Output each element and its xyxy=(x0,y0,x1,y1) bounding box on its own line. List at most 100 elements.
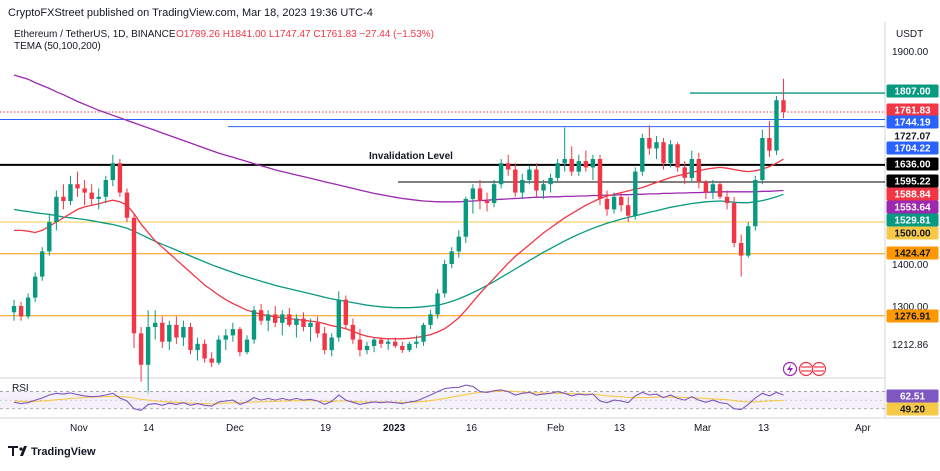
x-tick-19: 19 xyxy=(320,423,332,434)
candle-body xyxy=(343,299,348,325)
candle-body xyxy=(195,343,200,351)
y-tick-1400: 1400.00 xyxy=(892,260,929,271)
candle-body xyxy=(583,161,589,168)
candle-body xyxy=(781,100,786,112)
level-tag-5-text: 1595.22 xyxy=(894,177,931,188)
candle-body xyxy=(668,144,673,164)
level-tag-0-text: 1807.00 xyxy=(894,87,931,98)
candle-body xyxy=(562,159,567,164)
side-tag-3: 1529.81 xyxy=(886,213,939,227)
candle-body xyxy=(541,184,546,191)
level-tag-4-bg xyxy=(886,157,939,171)
candle-body xyxy=(774,100,779,151)
candle-body xyxy=(167,324,172,342)
candle-body xyxy=(181,327,186,338)
side-tag-1-bg xyxy=(886,187,939,201)
rsi-ma-line xyxy=(13,390,784,405)
candle-body xyxy=(710,184,716,193)
candle-body xyxy=(25,297,31,317)
tradingview-logo-text: TradingView xyxy=(31,446,96,458)
candle-body xyxy=(555,163,560,178)
us-flag-icon[interactable] xyxy=(798,361,814,377)
side-tag-1-text: 1588.84 xyxy=(894,190,931,201)
rsi-line xyxy=(13,384,784,412)
side-tag-0-bg xyxy=(886,141,939,155)
candle-body xyxy=(294,318,299,325)
candle-body xyxy=(442,264,447,294)
rsi-value-tag: 62.51 xyxy=(886,389,939,403)
level-tag-1: 1761.83 xyxy=(886,103,939,117)
x-tick-13-feb: 13 xyxy=(614,423,626,434)
candle-body xyxy=(470,188,476,199)
level-tag-6-text: 1500.00 xyxy=(894,229,931,240)
candle-body xyxy=(11,306,17,313)
candle-body xyxy=(619,196,624,206)
side-tag-3-text: 1529.81 xyxy=(894,216,931,227)
level-tag-3: 1727.07 xyxy=(886,129,939,143)
x-tick-dec: Dec xyxy=(226,423,244,434)
candle-body xyxy=(626,205,631,216)
candle-body xyxy=(633,171,638,216)
side-tag-2: 1553.64 xyxy=(886,200,939,214)
candle-body xyxy=(145,327,151,365)
level-tag-7: 1424.47 xyxy=(886,246,939,260)
x-tick-feb: Feb xyxy=(547,423,565,434)
candle-body xyxy=(61,196,66,201)
candle-body xyxy=(654,142,659,149)
rsi-label: RSI xyxy=(12,383,29,394)
candle-body xyxy=(40,251,45,277)
candle-body xyxy=(520,180,525,193)
tema-50-line xyxy=(14,158,784,340)
candles xyxy=(11,78,786,395)
candle-body xyxy=(682,167,687,178)
symbol-text: Ethereum / TetherUS, 1D, BINANCE xyxy=(14,29,176,40)
candle-body xyxy=(527,169,532,180)
y-tick-1212: 1212.86 xyxy=(892,340,929,351)
candle-body xyxy=(188,327,193,351)
candle-body xyxy=(703,182,709,193)
side-tag-0: 1704.22 xyxy=(886,141,939,155)
rsi-pane xyxy=(0,384,885,412)
side-tag-0-text: 1704.22 xyxy=(894,144,931,155)
candle-body xyxy=(576,161,581,172)
candle-body xyxy=(357,339,363,351)
candle-body xyxy=(534,169,539,191)
candle-body xyxy=(491,184,497,204)
candle-body xyxy=(322,333,327,351)
candle-body xyxy=(569,159,574,172)
candle-body xyxy=(315,322,320,334)
candle-body xyxy=(336,299,341,338)
candle-body xyxy=(421,324,426,342)
candle-body xyxy=(386,341,391,344)
candle-body xyxy=(82,188,87,193)
candle-body xyxy=(131,217,137,334)
candle-body xyxy=(75,184,80,189)
candle-body xyxy=(202,343,207,359)
candle-body xyxy=(717,184,723,197)
side-tag-2-bg xyxy=(886,200,939,214)
x-tick-16: 16 xyxy=(466,423,478,434)
candle-body xyxy=(640,138,645,172)
candle-body xyxy=(513,169,518,193)
candle-body xyxy=(160,322,165,342)
candle-body xyxy=(68,184,73,201)
level-tag-0: 1807.00 xyxy=(886,84,939,98)
candle-body xyxy=(647,138,652,149)
y-tick-1300: 1300.00 xyxy=(892,302,929,313)
candle-body xyxy=(449,251,454,264)
invalidation-label: Invalidation Level xyxy=(369,151,453,162)
candle-body xyxy=(739,243,744,256)
level-tag-8-text: 1276.91 xyxy=(894,312,931,323)
side-tag-2-text: 1553.64 xyxy=(894,203,931,214)
tv-logo-slash-icon xyxy=(20,446,27,456)
candle-body xyxy=(548,177,553,185)
us-flag-icon-2[interactable] xyxy=(811,361,827,377)
candle-body xyxy=(604,198,610,210)
level-tag-4-text: 1636.00 xyxy=(894,160,931,171)
indicator-text: TEMA (50,100,200) xyxy=(14,41,101,52)
candle-body xyxy=(153,322,158,327)
candle-body xyxy=(308,322,313,327)
lightning-glyph-icon xyxy=(787,364,793,374)
level-tag-4: 1636.00 xyxy=(886,157,939,171)
